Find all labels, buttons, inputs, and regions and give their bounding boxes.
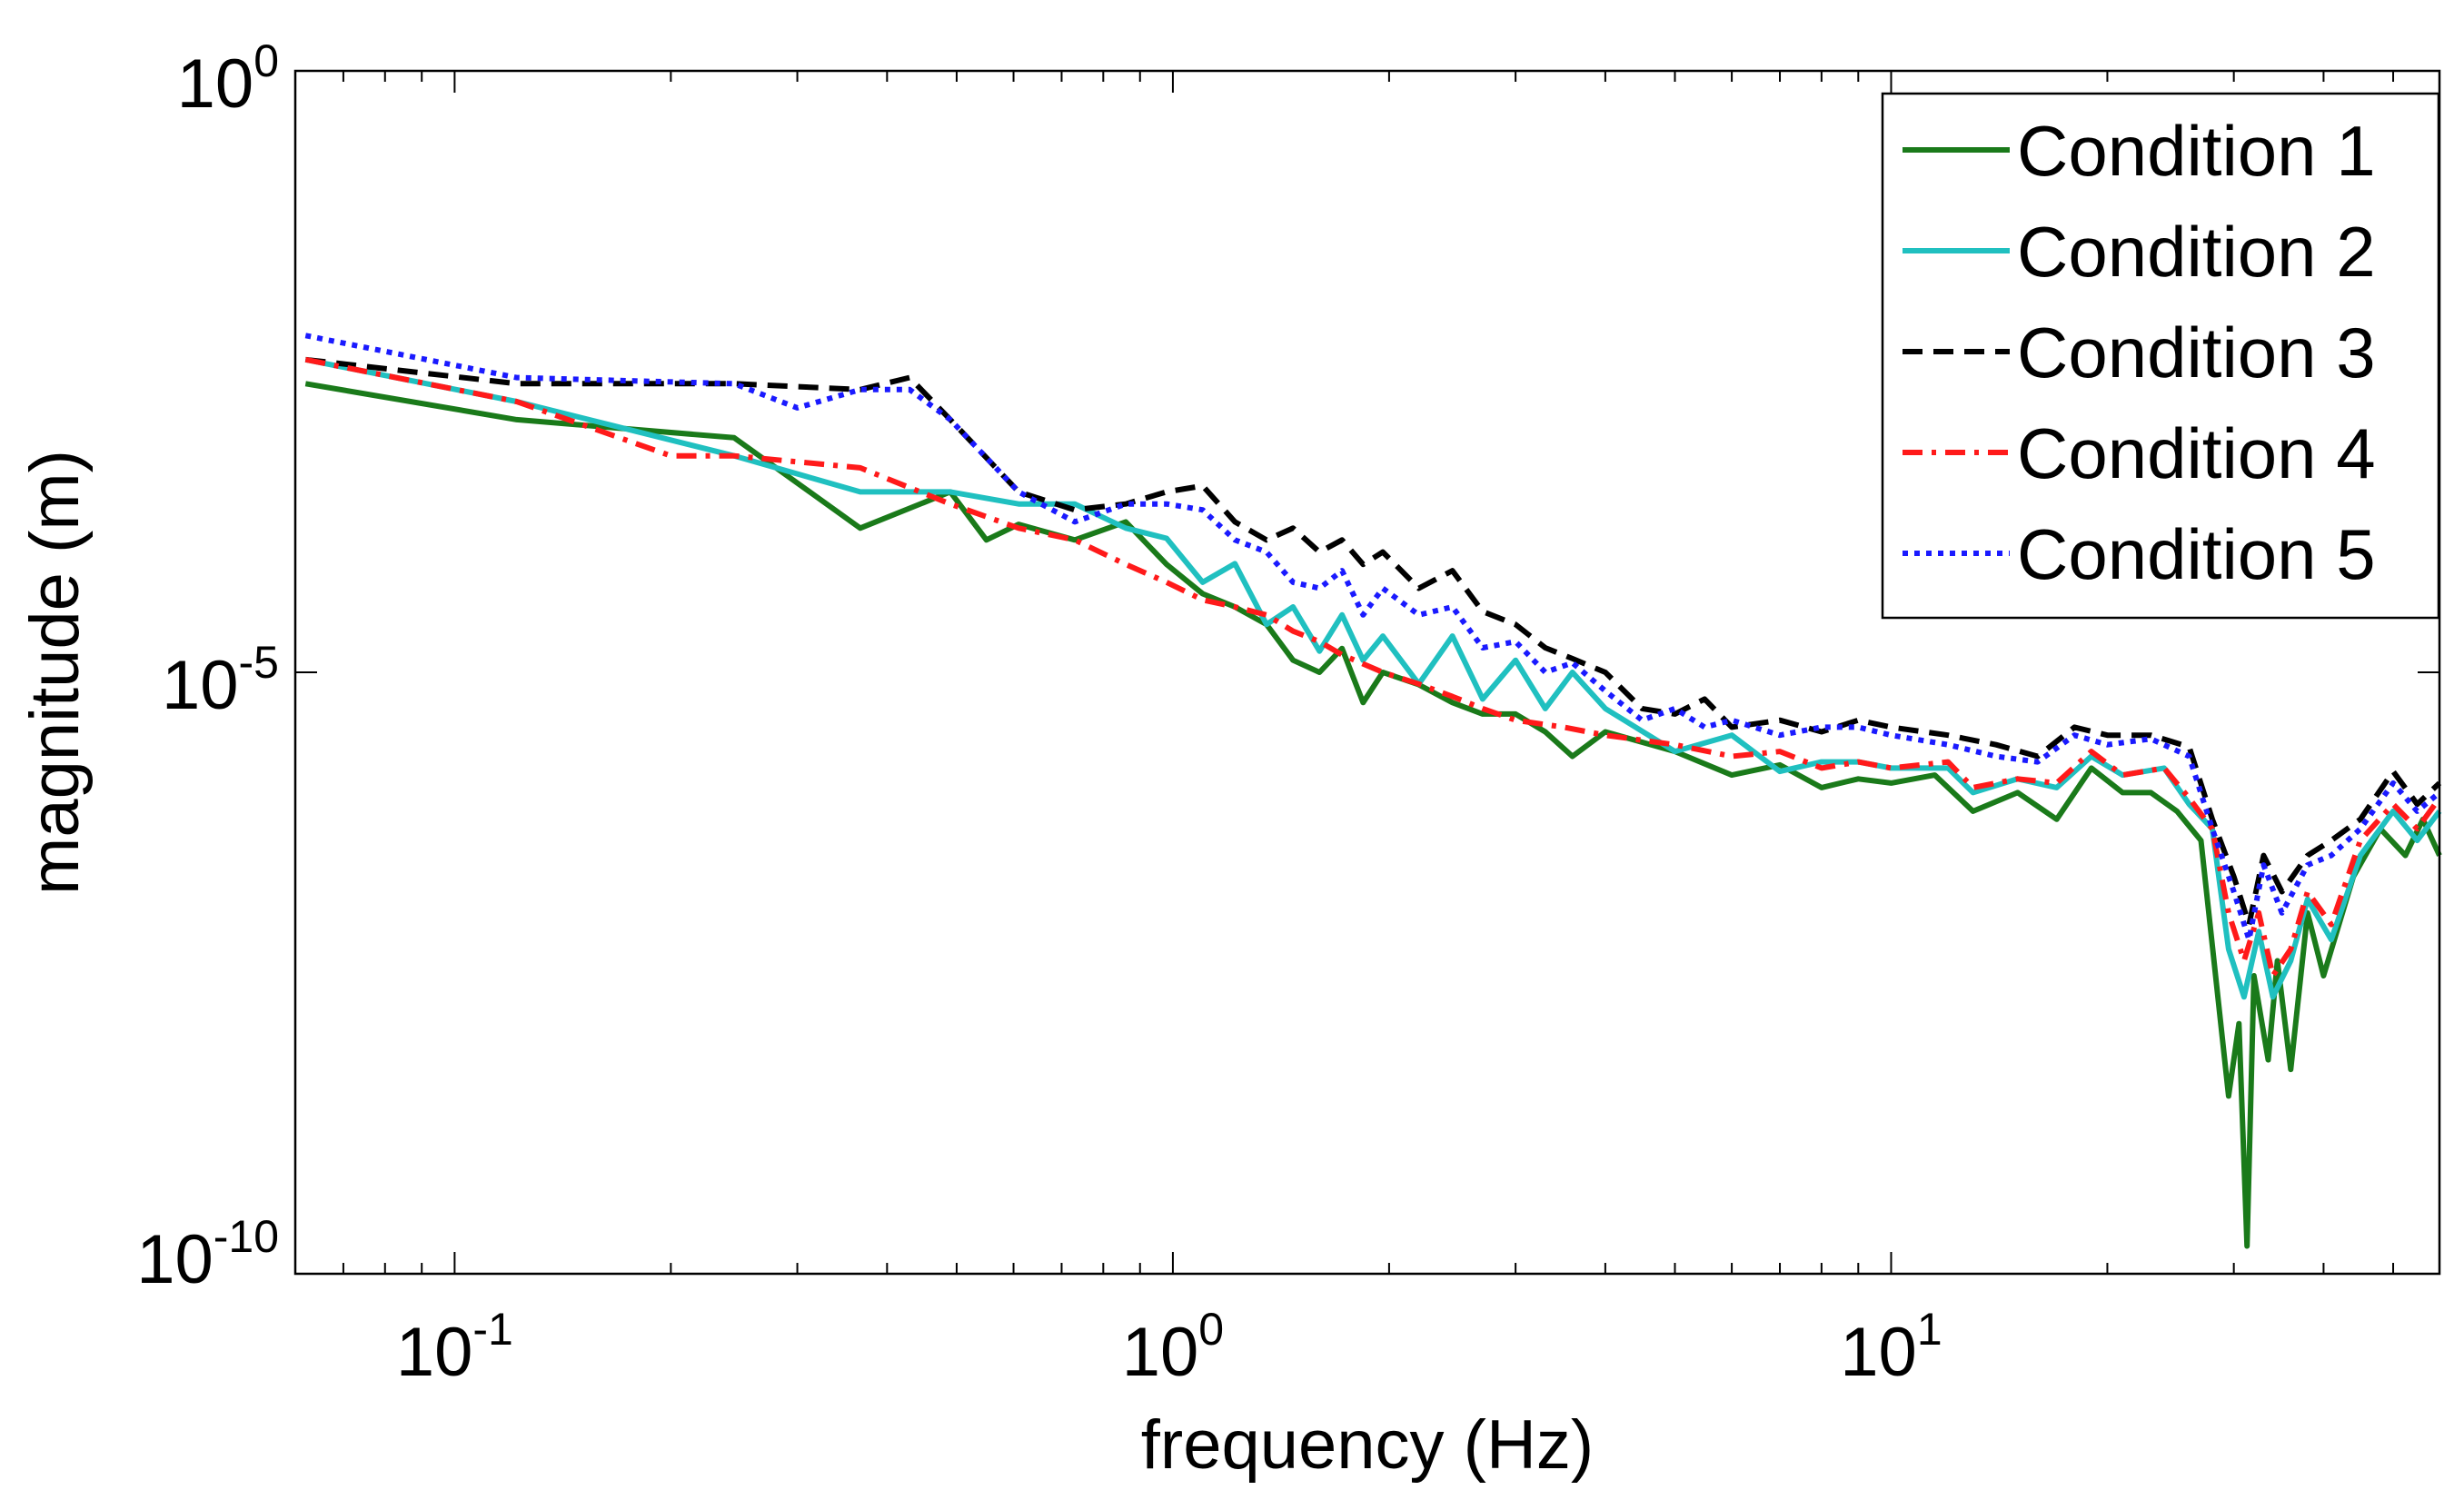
series-line-condition-1 bbox=[304, 381, 2442, 1249]
legend-label-condition-1: Condition 1 bbox=[2017, 111, 2376, 191]
x-tick-label: 101 bbox=[1840, 1304, 1942, 1391]
x-tick-label: 10-1 bbox=[396, 1304, 513, 1391]
series-line-condition-3 bbox=[304, 356, 2442, 928]
y-axis-label: magnitude (m) bbox=[16, 450, 94, 895]
y-tick-label: 10-5 bbox=[162, 637, 279, 724]
y-tick-label: 100 bbox=[177, 35, 279, 123]
y-tick-label: 10-10 bbox=[136, 1211, 279, 1298]
x-axis: 10-1 100 101 bbox=[294, 71, 2395, 1391]
x-axis-label: frequency (Hz) bbox=[1141, 1406, 1594, 1484]
legend-label-condition-3: Condition 3 bbox=[2017, 313, 2376, 392]
series-line-condition-2 bbox=[304, 356, 2442, 1000]
legend-label-condition-5: Condition 5 bbox=[2017, 514, 2376, 594]
y-axis: 100 10-5 10-10 bbox=[136, 35, 2439, 1298]
x-tick-label: 100 bbox=[1122, 1304, 1224, 1391]
legend-label-condition-4: Condition 4 bbox=[2017, 413, 2376, 493]
legend-label-condition-2: Condition 2 bbox=[2017, 212, 2376, 292]
series-line-condition-4 bbox=[304, 356, 2442, 978]
legend-box bbox=[1881, 92, 2440, 620]
series-layer bbox=[304, 333, 2442, 1249]
legend: Condition 1 Condition 2 Condition 3 Conditi… bbox=[1881, 92, 2440, 620]
